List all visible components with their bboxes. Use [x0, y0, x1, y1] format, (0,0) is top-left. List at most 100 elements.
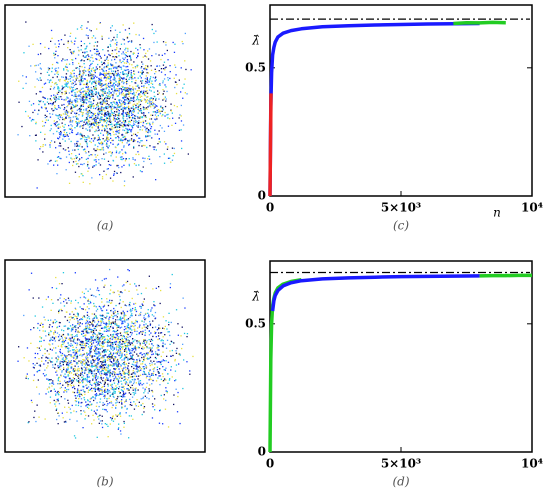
dot: [116, 114, 119, 116]
dot: [110, 347, 112, 349]
dot: [70, 302, 72, 304]
dot: [147, 131, 149, 134]
dot: [87, 322, 89, 324]
dot: [99, 332, 101, 335]
dot: [125, 340, 127, 342]
dot: [126, 351, 128, 353]
dot: [101, 105, 103, 107]
dot: [77, 313, 79, 315]
dot: [88, 136, 90, 138]
dot: [69, 86, 71, 88]
dot: [137, 327, 139, 329]
dot: [123, 145, 125, 147]
dot: [113, 368, 115, 370]
dot: [57, 91, 60, 93]
dot: [96, 48, 98, 51]
dot: [127, 100, 129, 102]
dot: [67, 366, 69, 368]
dot: [118, 110, 120, 112]
dot: [76, 144, 79, 146]
dot: [61, 122, 63, 124]
dot: [58, 312, 60, 314]
dot: [149, 357, 151, 360]
dot: [129, 88, 131, 90]
dot: [61, 329, 63, 331]
dot: [125, 399, 127, 401]
dot: [130, 41, 133, 43]
dot: [103, 278, 106, 280]
dot: [56, 173, 58, 175]
dot: [116, 365, 119, 367]
dot: [131, 321, 133, 323]
dot: [82, 127, 84, 129]
dot: [64, 359, 67, 361]
dot: [103, 403, 106, 406]
dot: [58, 119, 61, 121]
dot: [90, 77, 93, 79]
dot: [58, 43, 60, 45]
dot: [106, 102, 108, 105]
dot: [86, 58, 89, 61]
dot: [151, 28, 153, 31]
dot: [174, 64, 176, 66]
dot: [111, 113, 113, 116]
dot: [88, 68, 90, 71]
dot: [118, 65, 120, 67]
dot: [63, 298, 65, 300]
dot: [117, 346, 119, 348]
dot: [155, 336, 157, 338]
dot: [75, 308, 77, 310]
dot: [59, 107, 61, 109]
dot: [38, 358, 40, 360]
dot: [142, 361, 144, 363]
dot: [156, 366, 159, 368]
dot: [145, 107, 147, 109]
dot: [75, 97, 77, 100]
dot: [59, 116, 61, 118]
dot: [83, 60, 85, 62]
dot: [119, 31, 121, 33]
dot: [123, 422, 125, 424]
dot: [138, 120, 140, 122]
dot: [71, 101, 73, 103]
dot: [104, 130, 106, 132]
dot: [158, 327, 160, 329]
dot: [60, 132, 62, 134]
dot: [114, 137, 117, 139]
dot: [96, 323, 99, 325]
dot: [129, 382, 131, 384]
dot: [108, 73, 111, 75]
dot: [100, 336, 102, 338]
dot: [72, 391, 74, 393]
dot: [115, 62, 117, 64]
dot: [107, 50, 109, 52]
dot: [116, 129, 118, 131]
dot: [97, 371, 99, 373]
dot: [96, 338, 98, 340]
dot: [150, 338, 153, 341]
dot: [104, 389, 106, 391]
dot: [131, 373, 133, 375]
dot: [58, 132, 60, 134]
dot: [141, 95, 143, 97]
dot: [95, 317, 98, 319]
dot: [150, 360, 152, 362]
dot: [82, 74, 84, 76]
dot: [94, 394, 96, 396]
dot: [116, 165, 118, 167]
dot: [82, 105, 84, 107]
dot: [58, 145, 60, 147]
dot: [85, 102, 88, 104]
dot: [159, 375, 161, 377]
dot: [96, 117, 98, 119]
dot: [71, 83, 73, 85]
dot: [84, 377, 87, 380]
dot: [47, 378, 49, 380]
dot: [144, 390, 146, 392]
dot: [34, 410, 36, 412]
dot: [32, 111, 34, 114]
dot: [92, 365, 94, 367]
dot: [65, 156, 68, 158]
dot: [88, 339, 90, 341]
dot: [86, 352, 88, 355]
